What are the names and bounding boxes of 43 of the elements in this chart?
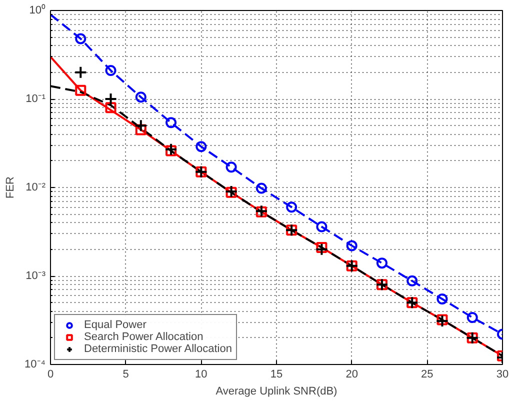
x-tick-label: 15 <box>270 368 283 380</box>
y-axis-title: FER <box>4 176 17 198</box>
y-tick-label: 10⁻¹ <box>26 93 46 105</box>
point <box>346 240 358 252</box>
point <box>164 142 178 156</box>
x-axis-title: Average Uplink SNR(dB) <box>216 386 338 398</box>
point <box>75 33 86 44</box>
point <box>436 293 448 304</box>
point <box>376 258 388 269</box>
point <box>166 117 177 128</box>
x-tick-label: 5 <box>122 368 129 380</box>
y-tick-label: 10⁻⁴ <box>24 358 46 370</box>
legend-label: Deterministic Power Allocation <box>84 343 232 355</box>
point <box>406 275 418 286</box>
point <box>316 242 328 253</box>
point <box>436 314 449 328</box>
x-tick-label: 20 <box>346 368 358 380</box>
y-tick-label: 10⁻² <box>26 182 46 194</box>
point <box>196 141 207 152</box>
point <box>316 221 328 232</box>
point <box>105 102 116 114</box>
point <box>166 145 177 156</box>
x-tick-label: 25 <box>421 368 434 380</box>
point <box>286 202 298 213</box>
point <box>226 162 237 173</box>
point <box>135 124 146 136</box>
x-tick-label: 0 <box>47 368 54 380</box>
x-tick-label: 30 <box>496 368 509 380</box>
point <box>466 312 478 323</box>
legend-label: Equal Power <box>84 319 146 331</box>
point <box>256 182 267 194</box>
point <box>135 92 146 103</box>
x-tick-label: 10 <box>195 368 208 380</box>
point <box>75 84 86 96</box>
point <box>134 119 148 132</box>
point <box>105 64 116 76</box>
y-tick-label: 10⁰ <box>29 4 46 16</box>
legend-label: Search Power Allocation <box>84 331 204 343</box>
point <box>74 66 88 79</box>
point <box>104 92 118 106</box>
y-tick-label: 10⁻³ <box>26 270 46 282</box>
point <box>436 314 448 326</box>
point <box>315 242 328 256</box>
